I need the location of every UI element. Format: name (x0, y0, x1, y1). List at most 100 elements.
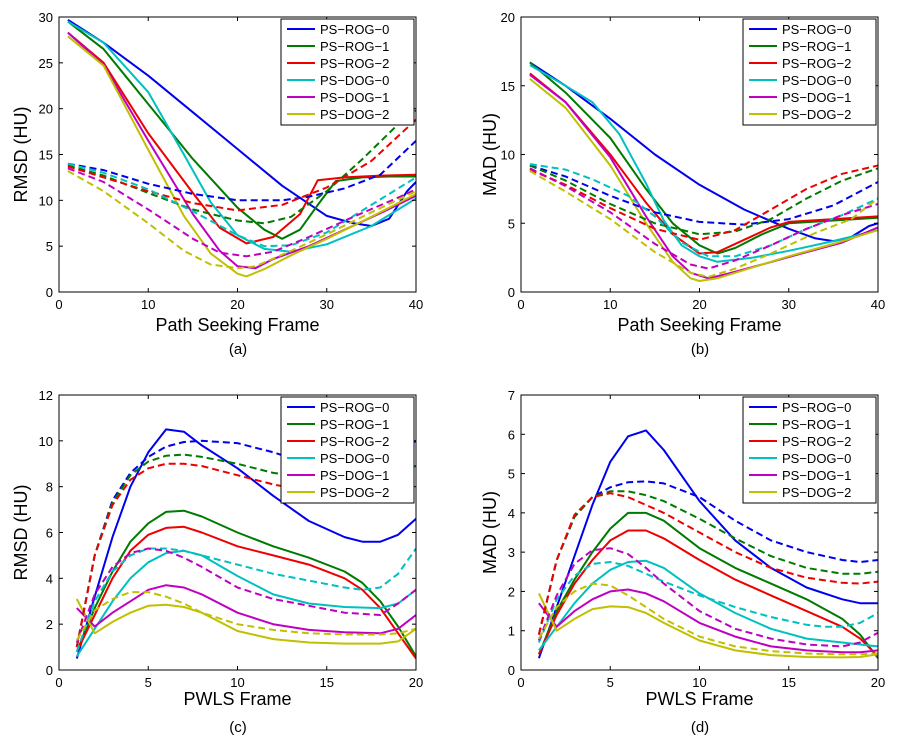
legend-entry: PS−ROG−0 (320, 400, 389, 415)
legend-entry: PS−ROG−1 (320, 39, 389, 54)
legend-entry: PS−DOG−1 (320, 468, 389, 483)
series-line-ps-rog-0-solid (537, 429, 878, 659)
x-tick-label: 10 (603, 297, 617, 312)
y-tick-label: 8 (46, 480, 53, 495)
series-line-ps-rog-1-dashed (529, 164, 878, 236)
y-tick-label: 25 (39, 56, 53, 71)
y-tick-label: 4 (508, 506, 515, 521)
x-tick-label: 0 (55, 297, 62, 312)
y-tick-label: 15 (39, 148, 53, 163)
series-line-ps-rog-1-dashed (75, 453, 416, 648)
x-tick-label: 30 (782, 297, 796, 312)
series-line-ps-dog-0-dashed (537, 561, 878, 643)
series-line-ps-rog-2-dashed (537, 492, 878, 635)
x-tick-label: 0 (55, 675, 62, 690)
y-tick-label: 7 (508, 388, 515, 403)
legend-entry: PS−ROG−1 (320, 417, 389, 432)
legend-entry: PS−DOG−0 (320, 73, 389, 88)
series-line-ps-dog-2-solid (75, 598, 416, 645)
y-tick-label: 4 (46, 571, 53, 586)
x-tick-label: 40 (871, 297, 885, 312)
legend-entry: PS−DOG−0 (782, 451, 851, 466)
series-line-ps-dog-2-dashed (75, 591, 416, 641)
subplot-caption: (c) (229, 719, 247, 736)
series-line-ps-dog-0-dashed (529, 163, 878, 258)
y-tick-label: 0 (46, 663, 53, 678)
y-tick-label: 20 (39, 102, 53, 117)
x-tick-label: 20 (871, 675, 885, 690)
y-axis-label: RMSD (HU) (11, 485, 31, 581)
x-tick-label: 20 (692, 297, 706, 312)
subplot-c: 0 5 10 15 20 0 2 4 6 8 10 12 PWLS Frame RMSD (HU) (c) P… (11, 388, 423, 736)
series-line-ps-rog-2-solid (529, 72, 878, 255)
series-line-ps-rog-1-solid (529, 61, 878, 255)
y-tick-label: 10 (39, 434, 53, 449)
series-line-ps-dog-2-solid (537, 592, 878, 659)
series-line-ps-rog-2-dashed (529, 164, 878, 241)
series-line-ps-dog-2-dashed (67, 170, 416, 270)
y-tick-label: 0 (508, 285, 515, 300)
y-axis-label: MAD (HU) (480, 113, 500, 196)
legend-entry: PS−DOG−0 (782, 73, 851, 88)
series-group (529, 61, 878, 282)
legend-entry: PS−ROG−2 (782, 56, 851, 71)
subplot-d: 0 5 10 15 20 0 1 2 3 4 5 6 7 PWLS Frame MAD (HU) (d) PS−… (480, 388, 885, 736)
series-group (537, 429, 878, 659)
series-line-ps-dog-1-solid (538, 588, 878, 654)
y-tick-label: 0 (508, 663, 515, 678)
x-tick-label: 0 (517, 675, 524, 690)
y-tick-label: 30 (39, 10, 53, 25)
x-axis-label: PWLS Frame (645, 689, 753, 709)
legend-entry: PS−DOG−2 (320, 107, 389, 122)
x-axis-label: Path Seeking Frame (617, 315, 781, 335)
series-line-ps-rog-2-dashed (67, 118, 416, 212)
y-axis-label: RMSD (HU) (11, 107, 31, 203)
subplot-caption: (a) (229, 341, 247, 358)
series-line-ps-dog-2-dashed (538, 582, 878, 656)
y-tick-label: 5 (508, 216, 515, 231)
legend: PS−ROG−0 PS−ROG−1 PS−ROG−2 PS−DOG−0 PS−DOG−1… (280, 18, 415, 126)
series-line-ps-rog-0-solid (75, 428, 416, 659)
x-tick-label: 15 (782, 675, 796, 690)
legend-entry: PS−ROG−0 (782, 22, 851, 37)
legend: PS−ROG−0 PS−ROG−1 PS−ROG−2 PS−DOG−0 PS−DOG−1… (742, 18, 877, 126)
series-line-ps-dog-0-solid (67, 20, 416, 253)
legend-entry: PS−ROG−0 (320, 22, 389, 37)
y-tick-label: 15 (501, 79, 515, 94)
x-axis-label: Path Seeking Frame (155, 315, 319, 335)
y-tick-label: 12 (39, 388, 53, 403)
legend-entry: PS−ROG−2 (320, 434, 389, 449)
x-tick-label: 0 (517, 297, 524, 312)
x-tick-label: 10 (230, 675, 244, 690)
subplot-caption: (b) (691, 341, 709, 358)
series-line-ps-rog-1-solid (75, 509, 416, 657)
series-line-ps-dog-2-solid (529, 78, 878, 282)
legend-entry: PS−ROG−2 (782, 434, 851, 449)
legend-entry: PS−DOG−2 (320, 485, 389, 500)
series-line-ps-dog-2-solid (67, 35, 416, 278)
series-line-ps-dog-0-solid (538, 559, 878, 652)
x-tick-label: 15 (320, 675, 334, 690)
x-axis-label: PWLS Frame (183, 689, 291, 709)
y-tick-label: 6 (508, 427, 515, 442)
y-tick-label: 5 (46, 239, 53, 254)
series-line-ps-rog-1-solid (537, 511, 878, 659)
y-tick-label: 20 (501, 10, 515, 25)
subplot-b: 0 10 20 30 40 0 5 10 15 20 Path Seeking Frame MAD (… (480, 10, 885, 358)
series-line-ps-dog-0-dashed (75, 547, 416, 653)
legend-box (280, 396, 415, 504)
x-tick-label: 5 (607, 675, 614, 690)
x-tick-label: 20 (230, 297, 244, 312)
series-line-ps-dog-1-solid (76, 584, 416, 635)
legend-entry: PS−ROG−0 (782, 400, 851, 415)
y-tick-label: 3 (508, 545, 515, 560)
legend-entry: PS−ROG−2 (320, 56, 389, 71)
series-line-ps-rog-2-solid (67, 31, 416, 245)
x-tick-label: 10 (692, 675, 706, 690)
series-line-ps-dog-1-dashed (75, 547, 416, 643)
y-tick-label: 0 (46, 285, 53, 300)
y-tick-label: 5 (508, 467, 515, 482)
series-line-ps-rog-0-dashed (529, 164, 878, 226)
x-tick-label: 5 (145, 675, 152, 690)
